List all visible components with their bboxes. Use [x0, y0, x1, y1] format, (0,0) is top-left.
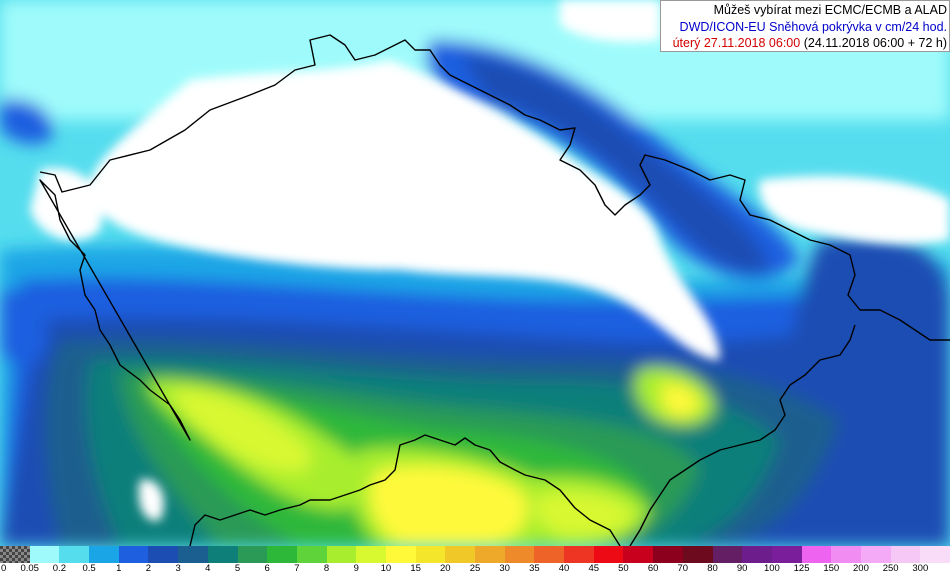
model-choice-text: Můžeš vybírat mezi ECMC/ECMB a ALAD: [713, 3, 947, 17]
country-border: [39, 34, 950, 546]
color-legend: 0 0.05 0.2 0.5 1 2 3 4 5 6 7 8 9 10 15 20 25 30 35 40 45 50 60…: [0, 546, 950, 574]
legend-swatch: [593, 546, 624, 563]
legend-swatch: [59, 546, 90, 563]
snow-cover-map: [0, 0, 950, 546]
legend-label: 9: [353, 563, 359, 574]
legend-swatch: [920, 546, 950, 563]
legend-swatch: [831, 546, 861, 563]
legend-swatch: [118, 546, 149, 563]
legend-swatch: [682, 546, 713, 563]
legend-swatches: [0, 546, 950, 563]
legend-swatch: [237, 546, 268, 563]
legend-label: 15: [410, 563, 421, 574]
legend-swatch: [385, 546, 416, 563]
legend-label: 150: [823, 563, 840, 574]
legend-label: 200: [853, 563, 869, 574]
legend-swatch: [623, 546, 654, 563]
legend-swatch: [267, 546, 297, 563]
legend-swatch: [148, 546, 179, 563]
legend-swatch: [801, 546, 832, 563]
legend-label: 45: [588, 563, 600, 574]
legend-swatch: [207, 546, 238, 563]
legend-label: 7: [294, 563, 300, 574]
legend-label: 6: [264, 563, 270, 574]
legend-swatch: [653, 546, 683, 563]
legend-swatch: [771, 546, 802, 563]
legend-label: 30: [499, 563, 510, 574]
legend-swatch: [504, 546, 535, 563]
legend-swatch: [0, 546, 30, 563]
legend-label: 90: [736, 563, 748, 574]
map-graphic: [0, 0, 950, 546]
legend-label: 25: [469, 563, 481, 574]
legend-swatch: [445, 546, 475, 563]
legend-label: 20: [440, 563, 451, 574]
no-snow-area: [30, 0, 950, 521]
legend-label: 35: [529, 563, 540, 574]
legend-label: 2: [145, 563, 152, 574]
legend-label: 10: [380, 563, 392, 574]
legend-swatch: [89, 546, 119, 563]
legend-swatch: [29, 546, 60, 563]
legend-label: 40: [558, 563, 570, 574]
legend-label: 125: [793, 563, 810, 574]
legend-swatch: [296, 546, 327, 563]
product-title: DWD/ICON-EU Sněhová pokrývka v cm/24 hod…: [679, 19, 947, 34]
legend-label: 0.2: [52, 563, 66, 574]
legend-swatch: [415, 546, 446, 563]
legend-swatch: [712, 546, 743, 563]
legend-label: 250: [882, 563, 899, 574]
legend-label: 50: [618, 563, 629, 574]
legend-swatch: [890, 546, 921, 563]
map-header: Můžeš vybírat mezi ECMC/ECMB a ALAD DWD/…: [660, 0, 950, 52]
legend-label: 0.5: [82, 563, 96, 574]
legend-label: 5: [234, 563, 241, 574]
legend-swatch: [742, 546, 772, 563]
legend-label: 1: [116, 563, 122, 574]
legend-label: 60: [647, 563, 659, 574]
valid-date: úterý 27.11.2018 06:00: [672, 36, 801, 50]
legend-swatch: [534, 546, 565, 563]
legend-swatch: [475, 546, 505, 563]
legend-label: 4: [205, 563, 211, 574]
legend-swatch: [860, 546, 891, 563]
legend-label: 0: [1, 563, 7, 574]
legend-label: 300: [912, 563, 929, 574]
snow-contours: [0, 0, 950, 546]
legend-labels: 0 0.05 0.2 0.5 1 2 3 4 5 6 7 8 9 10 15 20 25 30 35 40 45 50 60…: [0, 563, 950, 574]
legend-swatch: [356, 546, 386, 563]
legend-label: 80: [707, 563, 718, 574]
legend-label: 100: [763, 563, 780, 574]
legend-swatch: [564, 546, 594, 563]
valid-time: úterý 27.11.2018 06:00 (24.11.2018 06:00…: [661, 35, 947, 52]
legend-label: 0.05: [20, 563, 39, 574]
legend-label: 70: [677, 563, 689, 574]
legend-label: 8: [323, 563, 330, 574]
legend-swatch: [178, 546, 208, 563]
model-run: (24.11.2018 06:00 + 72 h): [803, 36, 947, 50]
legend-swatch: [326, 546, 357, 563]
legend-label: 3: [175, 563, 181, 574]
